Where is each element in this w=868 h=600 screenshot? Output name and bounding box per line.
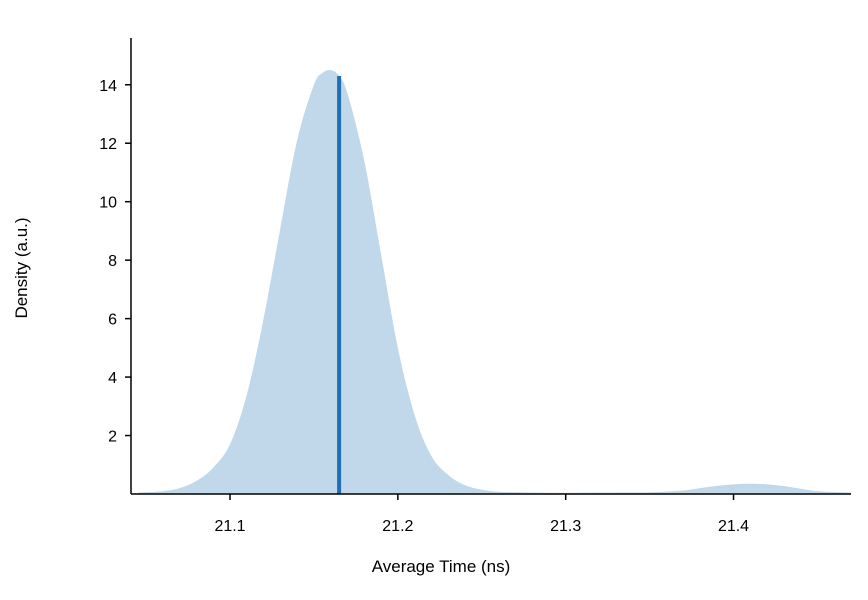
y-tick-label: 12 [99,136,117,153]
x-tick-label: 21.4 [718,518,749,535]
plot-area [137,70,852,495]
y-tick-label: 4 [108,370,117,387]
y-tick-label: 8 [108,253,117,270]
y-tick-label: 2 [108,429,117,446]
x-tick-label: 21.3 [550,518,581,535]
density-area [137,70,852,495]
x-tick-label: 21.1 [214,518,245,535]
y-tick-label: 10 [99,195,117,212]
y-tick-label: 6 [108,312,117,329]
x-axis-title: Average Time (ns) [372,557,511,576]
axes: 2 4 6 8 10 12 14 21.1 21.2 21.3 21.4 [99,38,851,535]
x-tick-label: 21.2 [382,518,413,535]
y-axis-title: Density (a.u.) [12,217,31,318]
y-tick-label: 14 [99,78,117,95]
